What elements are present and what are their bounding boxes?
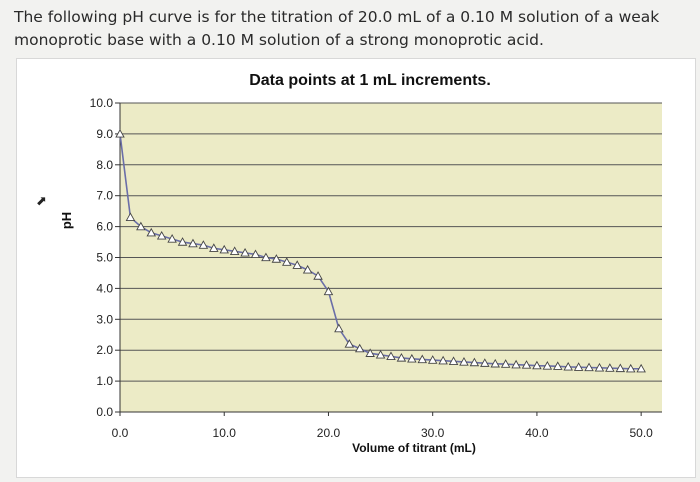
y-tick-label: 5.0 (96, 251, 113, 265)
data-point (250, 249, 261, 259)
data-point (427, 355, 438, 364)
y-tick-label: 9.0 (96, 127, 113, 141)
data-point (396, 352, 407, 362)
x-tick-label: 20.0 (317, 426, 341, 440)
y-tick-label: 1.0 (96, 374, 113, 388)
data-point (480, 358, 490, 367)
data-point (625, 363, 636, 373)
data-point (386, 351, 396, 361)
data-point (156, 230, 167, 240)
data-point (354, 343, 365, 353)
data-point (542, 361, 553, 370)
data-point (469, 357, 480, 367)
data-point (615, 363, 626, 373)
data-point (240, 247, 250, 257)
y-tick-label: 10.0 (90, 96, 114, 110)
data-point (438, 355, 448, 365)
data-point (563, 361, 573, 371)
data-point (573, 362, 584, 371)
data-point (219, 244, 229, 254)
data-point (500, 359, 511, 368)
data-point (229, 246, 240, 255)
data-point (292, 260, 302, 269)
data-point (188, 238, 198, 248)
data-point (167, 234, 177, 243)
y-tick-label: 4.0 (96, 281, 113, 295)
data-point (136, 221, 146, 231)
data-point (261, 252, 271, 262)
data-point (177, 237, 188, 246)
question-text: The following pH curve is for the titrat… (14, 8, 660, 49)
y-tick-label: 6.0 (96, 220, 113, 234)
x-axis-label: Volume of titrant (mL) (352, 441, 476, 455)
data-point (323, 286, 334, 296)
data-point (605, 363, 615, 372)
data-point (344, 339, 355, 348)
x-tick-label: 50.0 (629, 426, 653, 440)
data-point (584, 362, 594, 372)
data-point (459, 357, 469, 366)
data-point (282, 257, 292, 266)
data-point (375, 349, 386, 359)
y-tick-label: 2.0 (96, 343, 113, 357)
data-point (417, 354, 428, 364)
data-point (532, 360, 542, 370)
y-tick-label: 7.0 (96, 189, 113, 203)
data-point (271, 254, 282, 263)
data-point (125, 212, 136, 221)
y-tick-label: 0.0 (96, 405, 113, 419)
data-point (511, 359, 521, 369)
data-point (146, 227, 157, 237)
data-point (209, 243, 219, 252)
data-point (334, 323, 344, 333)
data-point (198, 240, 209, 249)
y-tick-label: 8.0 (96, 158, 113, 172)
data-point (448, 356, 459, 365)
data-point (490, 358, 500, 368)
y-tick-label: 3.0 (96, 312, 113, 326)
x-tick-label: 0.0 (112, 426, 129, 440)
data-point (115, 128, 125, 138)
data-point (636, 363, 646, 373)
data-point (407, 353, 417, 363)
x-tick-label: 10.0 (213, 426, 237, 440)
mouse-cursor-icon: ⬈ (36, 193, 47, 208)
x-tick-label: 40.0 (525, 426, 549, 440)
data-point (521, 360, 532, 369)
data-point (594, 362, 605, 372)
data-point (365, 348, 375, 357)
data-point (553, 361, 563, 370)
data-point (313, 271, 323, 280)
chart-title: Data points at 1 mL increments. (249, 72, 491, 89)
data-point (302, 264, 313, 274)
x-tick-label: 30.0 (421, 426, 445, 440)
